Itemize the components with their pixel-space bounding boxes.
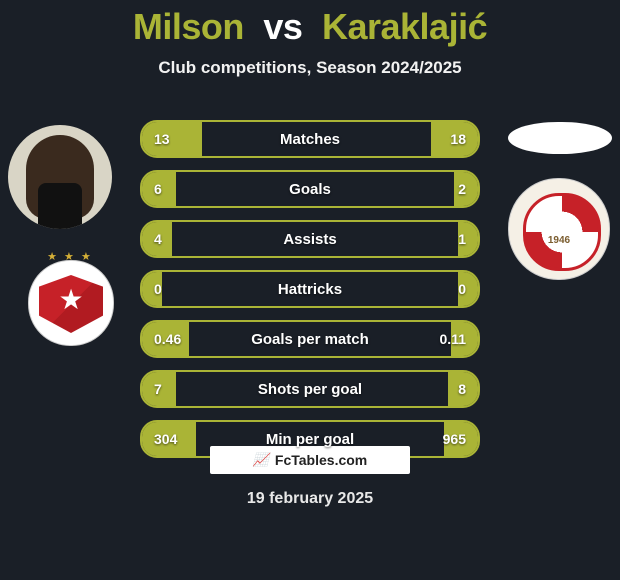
value-left: 13 — [142, 131, 214, 147]
stat-row: 0Hattricks0 — [140, 270, 480, 308]
value-right: 0 — [406, 281, 478, 297]
brand-icon: 📈 — [253, 452, 269, 468]
value-right: 1 — [406, 231, 478, 247]
stat-label: Matches — [214, 131, 406, 148]
value-left: 0.46 — [142, 331, 214, 347]
value-right: 8 — [406, 381, 478, 397]
player1-photo — [8, 125, 112, 229]
player2-name: Karaklajić — [322, 6, 487, 47]
stat-label: Goals per match — [214, 331, 406, 348]
player1-name: Milson — [133, 6, 244, 47]
date-text: 19 february 2025 — [0, 490, 620, 508]
comparison-card: Milson vs Karaklajić Club competitions, … — [0, 0, 620, 580]
stat-label: Shots per goal — [214, 381, 406, 398]
value-left: 6 — [142, 181, 214, 197]
value-right: 18 — [406, 131, 478, 147]
club1-crest — [28, 260, 114, 346]
stat-label: Hattricks — [214, 281, 406, 298]
stat-label: Min per goal — [214, 431, 406, 448]
value-right: 2 — [406, 181, 478, 197]
title-vs: vs — [263, 6, 302, 47]
value-left: 7 — [142, 381, 214, 397]
title: Milson vs Karaklajić — [0, 0, 620, 48]
stat-rows: 13Matches186Goals24Assists10Hattricks00.… — [140, 120, 480, 470]
stat-row: 6Goals2 — [140, 170, 480, 208]
club2-crest — [508, 178, 610, 280]
brand-text: FcTables.com — [275, 452, 367, 468]
value-right: 0.11 — [406, 331, 478, 347]
stat-row: 0.46Goals per match0.11 — [140, 320, 480, 358]
stat-label: Assists — [214, 231, 406, 248]
value-left: 4 — [142, 231, 214, 247]
brand-footer: 📈 FcTables.com — [210, 446, 410, 474]
stat-row: 13Matches18 — [140, 120, 480, 158]
value-right: 965 — [406, 431, 478, 447]
stat-label: Goals — [214, 181, 406, 198]
value-left: 0 — [142, 281, 214, 297]
stat-row: 4Assists1 — [140, 220, 480, 258]
player2-photo-placeholder — [508, 122, 612, 154]
value-left: 304 — [142, 431, 214, 447]
subtitle: Club competitions, Season 2024/2025 — [0, 58, 620, 78]
stat-row: 7Shots per goal8 — [140, 370, 480, 408]
